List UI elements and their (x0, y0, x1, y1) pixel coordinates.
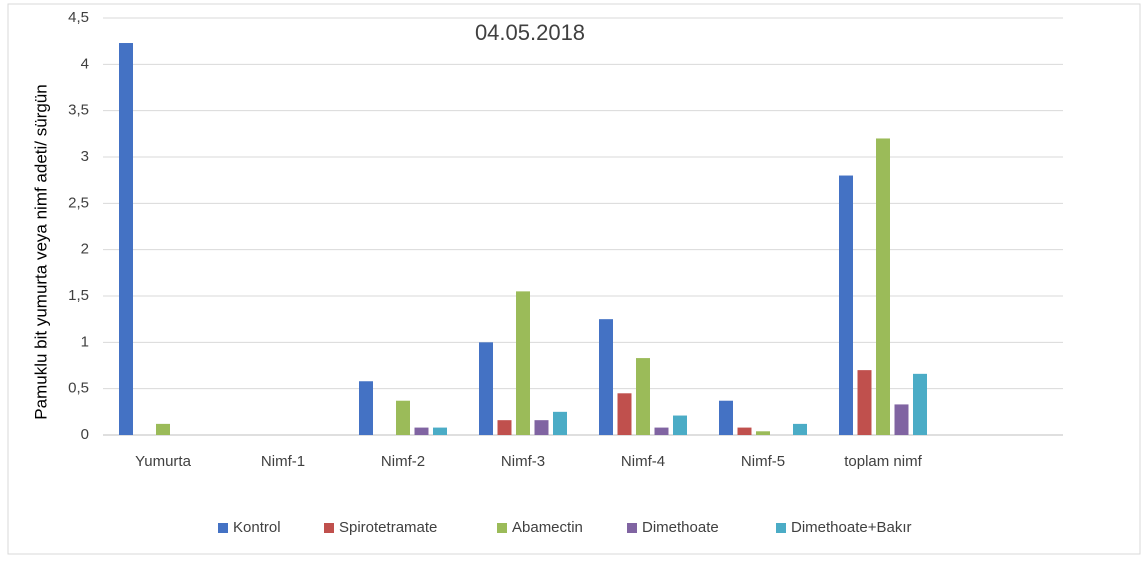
legend-label: Abamectin (512, 519, 583, 536)
y-tick-label: 0,5 (68, 380, 89, 397)
x-tick-label: toplam nimf (844, 453, 922, 470)
bar (876, 138, 890, 435)
bar (119, 43, 133, 436)
chart-frame (7, 3, 1141, 555)
bar (516, 291, 530, 435)
legend-swatch (324, 523, 334, 533)
y-tick-label: 2 (81, 241, 89, 258)
bar (497, 420, 512, 435)
bar (414, 427, 429, 435)
legend-swatch (627, 523, 637, 533)
bar (396, 400, 410, 435)
bar (719, 400, 733, 435)
bar (534, 420, 549, 435)
y-tick-label: 0 (81, 426, 89, 443)
bar (156, 423, 170, 435)
legend-label: Kontrol (233, 519, 281, 536)
legend-label: Dimethoate+Bakır (791, 519, 911, 536)
chart-title: 04.05.2018 (475, 20, 585, 45)
y-tick-label: 1 (81, 333, 89, 350)
bar (894, 404, 909, 435)
y-tick-label: 4,5 (68, 9, 89, 26)
bar (433, 427, 447, 435)
bar (359, 381, 373, 435)
x-tick-label: Nimf-1 (261, 453, 305, 470)
y-tick-label: 1,5 (68, 287, 89, 304)
x-tick-label: Nimf-2 (381, 453, 425, 470)
y-tick-label: 4 (81, 55, 89, 72)
bar (479, 342, 493, 435)
x-tick-label: Nimf-3 (501, 453, 545, 470)
legend-swatch (218, 523, 228, 533)
bar (673, 415, 687, 435)
bar (654, 427, 669, 435)
bar (913, 373, 927, 435)
legend-label: Dimethoate (642, 519, 719, 536)
bar (793, 423, 807, 435)
bar (636, 358, 650, 435)
bar (737, 427, 752, 435)
bar (839, 175, 853, 436)
x-tick-label: Yumurta (135, 453, 192, 470)
y-tick-label: 3,5 (68, 102, 89, 119)
legend-label: Spirotetramate (339, 519, 437, 536)
y-tick-label: 2,5 (68, 194, 89, 211)
bar (756, 431, 770, 435)
bar (857, 370, 872, 435)
y-axis-label: Pamuklu bit yumurta veya nimf adeti/ sür… (31, 84, 50, 419)
bar (599, 319, 613, 435)
legend-swatch (776, 523, 786, 533)
x-tick-label: Nimf-5 (741, 453, 785, 470)
legend-swatch (497, 523, 507, 533)
y-tick-label: 3 (81, 148, 89, 165)
x-tick-label: Nimf-4 (621, 453, 665, 470)
bar (553, 411, 567, 435)
bar (617, 393, 632, 435)
